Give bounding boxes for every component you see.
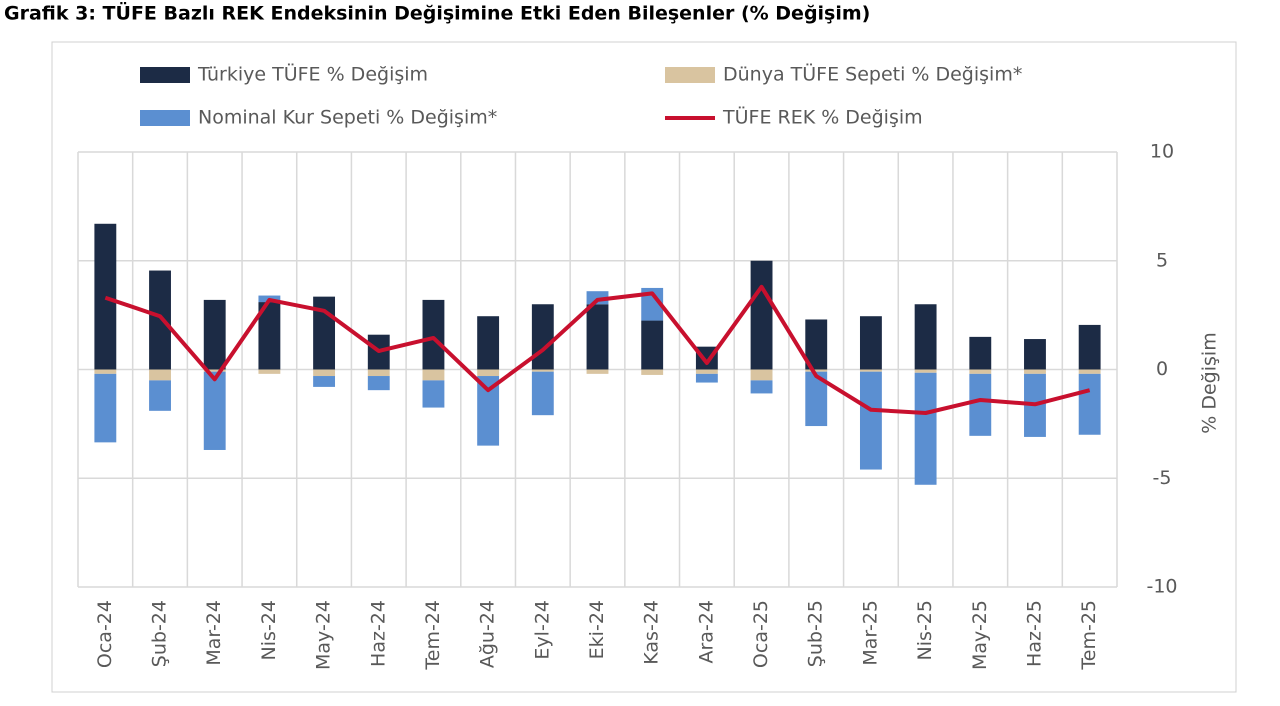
bar <box>1078 324 1101 370</box>
bar <box>805 319 828 370</box>
x-tick-label: Tem-24 <box>422 600 444 671</box>
bar <box>586 369 609 374</box>
bar <box>94 223 117 370</box>
bar <box>914 304 937 370</box>
bar <box>422 299 445 370</box>
bar <box>641 287 664 321</box>
bar <box>1078 369 1101 374</box>
bar <box>969 336 992 370</box>
bar <box>258 302 281 370</box>
chart-title: Grafik 3: TÜFE Bazlı REK Endeksinin Deği… <box>4 1 870 25</box>
bar <box>805 371 828 427</box>
bar <box>258 369 281 374</box>
bar <box>422 369 445 381</box>
x-tick-label: May-25 <box>969 600 991 670</box>
bar <box>969 373 992 436</box>
bar <box>203 369 226 372</box>
chart-frame <box>51 41 1237 693</box>
y-tick-label: -5 <box>1153 467 1172 489</box>
bar <box>1024 339 1046 370</box>
bar <box>805 369 828 372</box>
bar <box>531 369 554 372</box>
x-tick-label: Mar-25 <box>859 600 881 666</box>
bar <box>94 369 117 374</box>
legend-label: Dünya TÜFE Sepeti % Değişim* <box>723 63 1022 86</box>
bar <box>149 380 171 411</box>
y-axis-label: % Değişim <box>1199 332 1221 433</box>
bar <box>1024 369 1046 374</box>
bar <box>203 371 226 450</box>
bar <box>149 369 171 381</box>
bar <box>695 373 718 383</box>
bar <box>531 371 554 416</box>
y-tick-label: -10 <box>1146 576 1177 598</box>
x-tick-label: Ara-24 <box>695 600 717 664</box>
x-tick-label: May-24 <box>313 600 335 670</box>
legend-swatch <box>140 67 190 83</box>
bar <box>149 270 171 370</box>
x-tick-label: Şub-25 <box>805 600 827 667</box>
legend-label: Nominal Kur Sepeti % Değişim* <box>198 107 497 129</box>
bar <box>695 369 718 374</box>
x-tick-label: Ağu-24 <box>477 600 499 668</box>
x-tick-label: Eki-24 <box>586 600 608 659</box>
bar <box>94 373 117 443</box>
x-tick-label: Haz-25 <box>1023 600 1045 667</box>
bar <box>914 372 937 485</box>
x-tick-label: Nis-25 <box>914 600 936 660</box>
bar <box>750 380 773 394</box>
y-tick-label: 0 <box>1156 358 1168 380</box>
bar <box>367 369 390 377</box>
y-tick-label: 5 <box>1156 249 1168 271</box>
bar <box>531 304 554 370</box>
x-tick-label: Eyl-24 <box>531 600 553 660</box>
x-tick-label: Oca-25 <box>750 600 772 668</box>
bar <box>859 316 882 370</box>
x-tick-label: Kas-24 <box>641 600 663 665</box>
x-tick-label: Haz-24 <box>367 600 389 667</box>
x-tick-label: Oca-24 <box>94 600 116 668</box>
bar <box>750 260 773 370</box>
legend-label: TÜFE REK % Değişim <box>722 106 923 129</box>
y-tick-label: 10 <box>1150 141 1174 163</box>
bar <box>1078 373 1101 435</box>
bar <box>203 299 226 370</box>
x-tick-label: Tem-25 <box>1078 600 1100 671</box>
bar <box>477 316 500 370</box>
legend-swatch <box>140 110 190 126</box>
legend-label: Türkiye TÜFE % Değişim <box>197 63 428 86</box>
bar <box>477 369 500 377</box>
legend-swatch <box>665 67 715 83</box>
bar <box>914 369 937 373</box>
bar <box>750 369 773 381</box>
bar <box>859 369 882 372</box>
x-tick-label: Şub-24 <box>149 600 171 667</box>
x-tick-label: Nis-24 <box>258 600 280 660</box>
bar <box>313 376 336 387</box>
bar <box>477 376 500 446</box>
bar <box>367 376 390 391</box>
bar <box>586 304 609 370</box>
bar <box>859 371 882 470</box>
line <box>104 284 1091 415</box>
bar <box>641 320 664 370</box>
bar <box>641 369 664 375</box>
bar <box>969 369 992 374</box>
x-tick-label: Mar-24 <box>203 600 225 666</box>
bar <box>422 380 445 408</box>
bar <box>313 369 336 377</box>
